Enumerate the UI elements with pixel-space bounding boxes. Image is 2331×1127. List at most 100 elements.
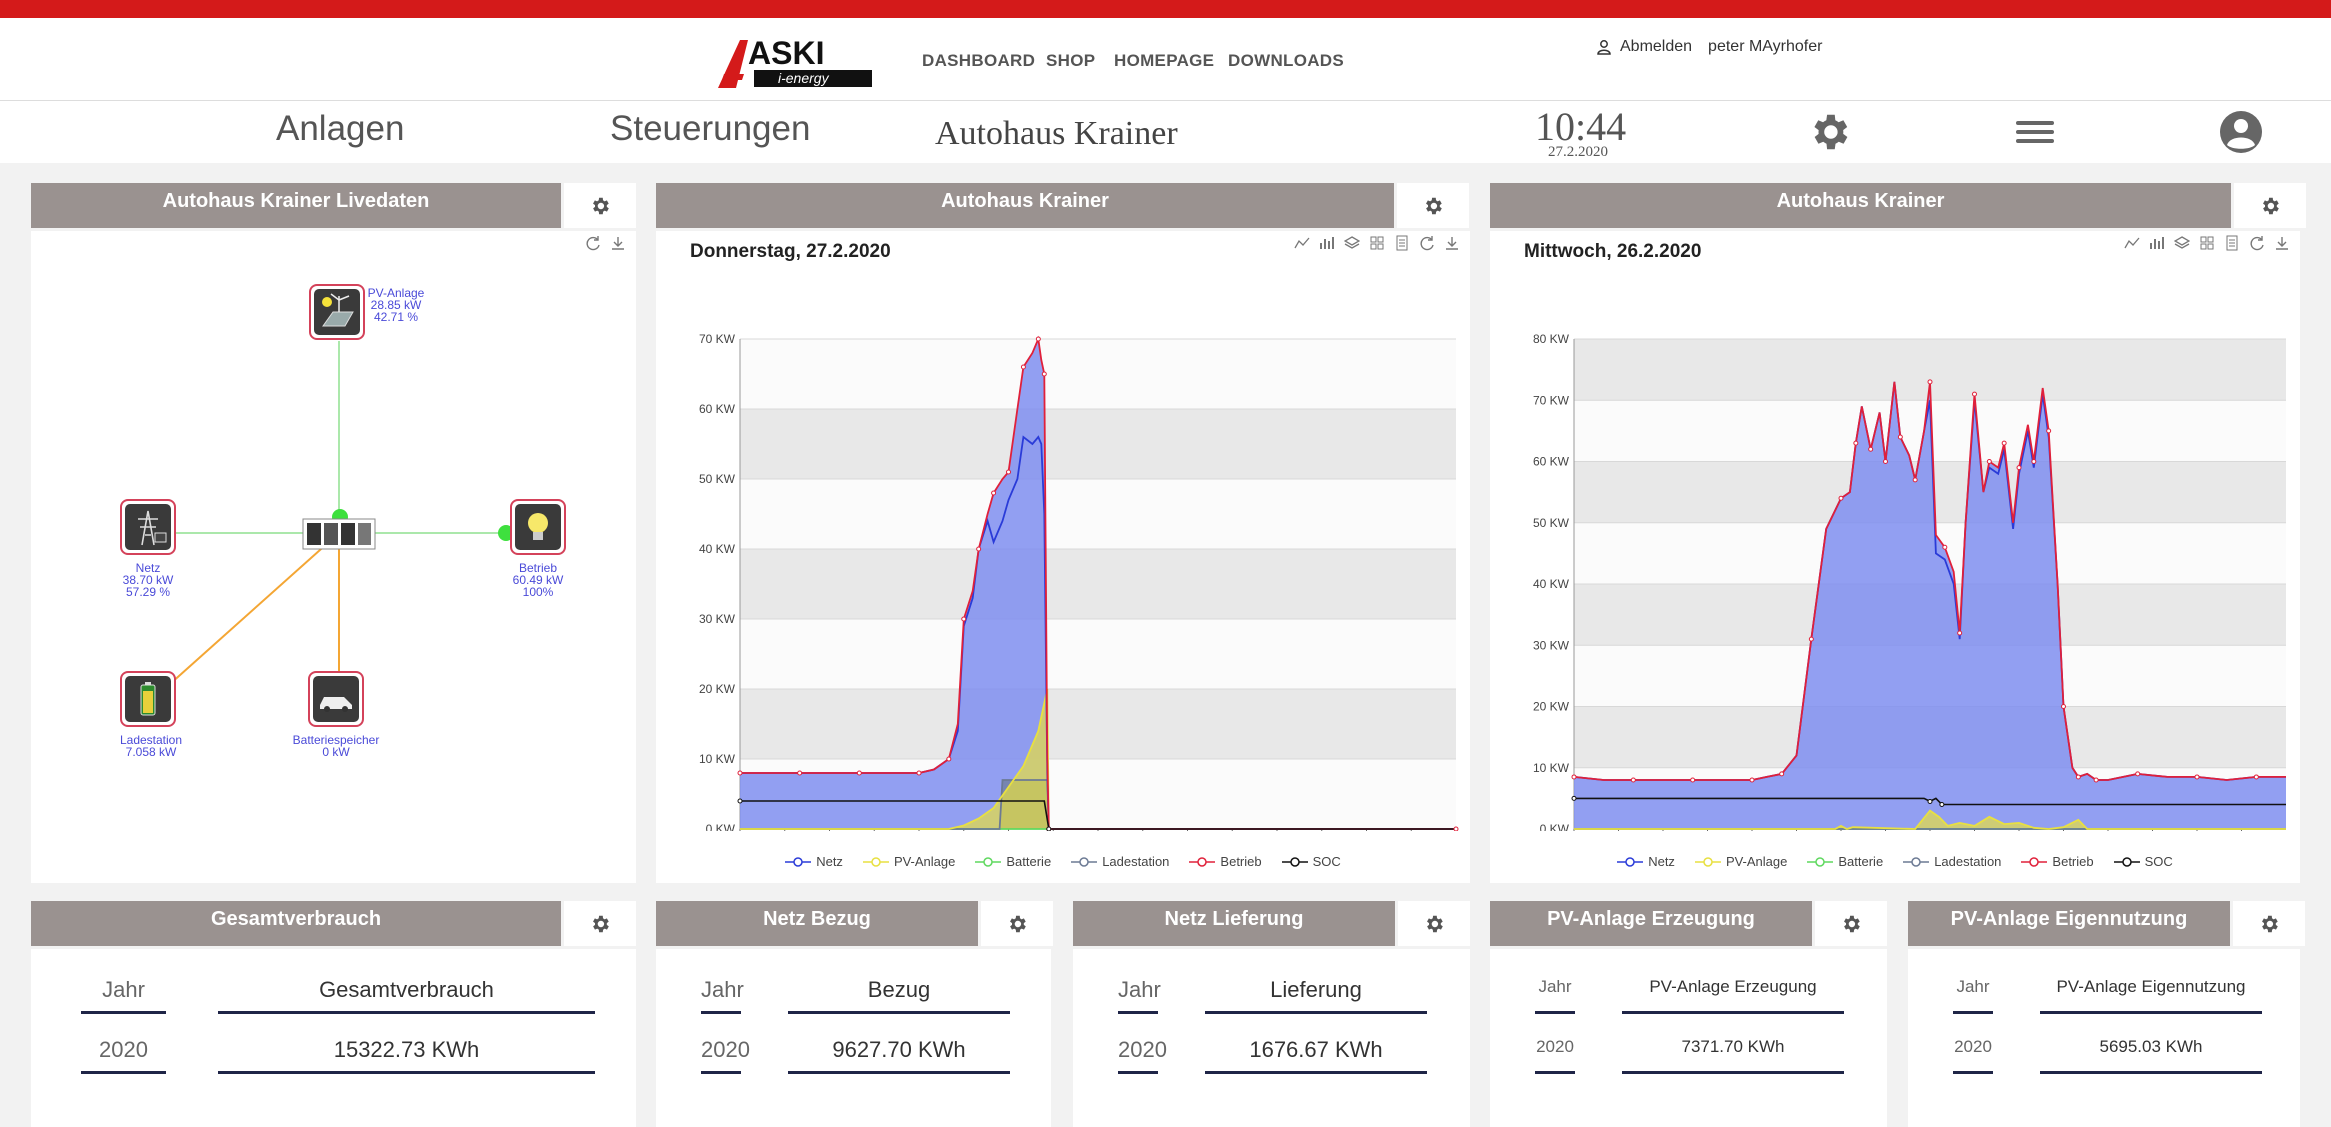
divider [1205, 1071, 1427, 1074]
chart-panel-settings-button[interactable] [1397, 183, 1469, 228]
download-icon[interactable] [1444, 235, 1460, 251]
data-point [2031, 459, 2037, 464]
refresh-icon[interactable] [2249, 235, 2265, 251]
speicher-label: Batteriespeicher 0 kW [286, 734, 386, 758]
settings-gear-icon[interactable] [1806, 109, 1852, 155]
legend-item[interactable]: Betrieb [2021, 854, 2094, 869]
series-area-betrieb [740, 339, 1456, 829]
legend-item[interactable]: Betrieb [1189, 854, 1262, 869]
aski-logo[interactable]: ASKI i-energy [718, 34, 874, 90]
divider [1953, 1071, 1993, 1074]
legend-item[interactable]: PV-Anlage [1694, 854, 1787, 869]
node-netz[interactable] [120, 499, 176, 555]
y-tick-label: 30 KW [699, 612, 736, 626]
legend-item[interactable]: Netz [1617, 854, 1675, 869]
tiled-icon[interactable] [1369, 235, 1385, 251]
kpi-panel: Gesamtverbrauch Jahr Gesamtverbrauch 202… [31, 901, 636, 1127]
ladestation-label: Ladestation 7.058 kW [106, 734, 196, 758]
legend-item[interactable]: PV-Anlage [862, 854, 955, 869]
refresh-icon[interactable] [585, 235, 601, 251]
data-view-icon[interactable] [2224, 235, 2240, 251]
download-icon[interactable] [2274, 235, 2290, 251]
nav-homepage[interactable]: HOMEPAGE [1114, 51, 1215, 70]
kpi-settings-button[interactable] [564, 901, 636, 946]
legend-label: SOC [1312, 854, 1341, 869]
node-betrieb[interactable] [510, 499, 566, 555]
stack-icon[interactable] [2174, 235, 2190, 251]
data-point [1957, 630, 1963, 636]
chart-panel-settings-button[interactable] [2234, 183, 2306, 228]
chart-toolbar [1294, 235, 1460, 251]
data-point [737, 798, 743, 804]
node-ladestation[interactable] [120, 671, 176, 727]
line-chart-icon[interactable] [2124, 235, 2140, 251]
y-tick-label: 40 KW [699, 542, 736, 556]
legend-label: Netz [1648, 854, 1675, 869]
kpi-settings-button[interactable] [981, 901, 1053, 946]
data-point [2046, 428, 2052, 434]
data-point [961, 616, 967, 622]
kpi-panel: PV-Anlage Erzeugung Jahr PV-Anlage Erzeu… [1490, 901, 1887, 1127]
live-panel-settings-button[interactable] [564, 183, 636, 228]
inverter-icon [302, 518, 376, 550]
data-point [2075, 774, 2081, 780]
kpi-title: PV-Anlage Eigennutzung [1908, 901, 2230, 946]
divider [1622, 1011, 1844, 1014]
bar-chart-icon[interactable] [2149, 235, 2165, 251]
kpi-settings-button[interactable] [1815, 901, 1887, 946]
download-icon[interactable] [610, 235, 626, 251]
tiled-icon[interactable] [2199, 235, 2215, 251]
data-point [1453, 826, 1459, 831]
refresh-icon[interactable] [1419, 235, 1435, 251]
gear-icon [1010, 915, 1026, 932]
logout-link[interactable]: Abmelden [1596, 38, 1692, 56]
node-pv[interactable] [309, 284, 365, 340]
kpi-col-year-header: Jahr [701, 977, 744, 1002]
data-point [1942, 544, 1948, 550]
divider [1118, 1011, 1158, 1014]
kpi-value: 7371.70 KWh [1681, 1037, 1785, 1056]
legend-item[interactable]: Batterie [975, 854, 1051, 869]
nav-dashboard[interactable]: DASHBOARD [922, 51, 1036, 70]
kpi-year: 2020 [1954, 1037, 1992, 1056]
legend-item[interactable]: Netz [785, 854, 843, 869]
gear-icon [1844, 915, 1860, 932]
y-tick-label: 70 KW [1533, 393, 1570, 407]
legend-item[interactable]: SOC [1281, 854, 1341, 869]
divider [1118, 1071, 1158, 1074]
power-grid-icon [138, 510, 167, 546]
nav-shop[interactable]: SHOP [1046, 51, 1096, 70]
netz-name: Netz [135, 561, 161, 575]
legend-marker-icon [1694, 856, 1721, 867]
node-batteriespeicher[interactable] [308, 671, 364, 727]
chart-panel-title: Autohaus Krainer [1490, 183, 2231, 228]
ladestation-name: Ladestation [119, 733, 183, 747]
kpi-table: Jahr Bezug 2020 9627.70 KWh [656, 949, 1051, 1127]
data-point [1972, 391, 1977, 397]
live-panel-body: PV-Anlage 28.85 kW 42.71 % Netz 38.70 kW… [31, 231, 636, 883]
y-tick-label: 10 KW [1533, 761, 1570, 775]
chart-band [740, 549, 1456, 619]
stack-icon[interactable] [1344, 235, 1360, 251]
kpi-settings-button[interactable] [1398, 901, 1470, 946]
legend-item[interactable]: Batterie [1807, 854, 1883, 869]
hamburger-menu-icon[interactable] [2014, 109, 2056, 155]
bar-chart-icon[interactable] [1319, 235, 1335, 251]
nav-downloads[interactable]: DOWNLOADS [1228, 51, 1345, 70]
divider [1622, 1071, 1844, 1074]
legend-marker-icon [1071, 856, 1098, 867]
betrieb-label: Betrieb 60.49 kW 100% [503, 562, 573, 598]
tab-anlagen[interactable]: Anlagen [276, 109, 405, 148]
kpi-settings-button[interactable] [2233, 901, 2305, 946]
account-icon[interactable] [2218, 109, 2264, 155]
solar-panel-icon [322, 293, 354, 327]
kpi-col-value-header: Gesamtverbrauch [319, 977, 494, 1002]
data-view-icon[interactable] [1394, 235, 1410, 251]
data-point [2016, 465, 2022, 471]
legend-item[interactable]: Ladestation [1071, 854, 1169, 869]
tab-steuerungen[interactable]: Steuerungen [610, 109, 811, 148]
line-chart-icon[interactable] [1294, 235, 1310, 251]
legend-item[interactable]: SOC [2113, 854, 2173, 869]
logo-subtext: i-energy [778, 70, 830, 86]
legend-item[interactable]: Ladestation [1903, 854, 2001, 869]
